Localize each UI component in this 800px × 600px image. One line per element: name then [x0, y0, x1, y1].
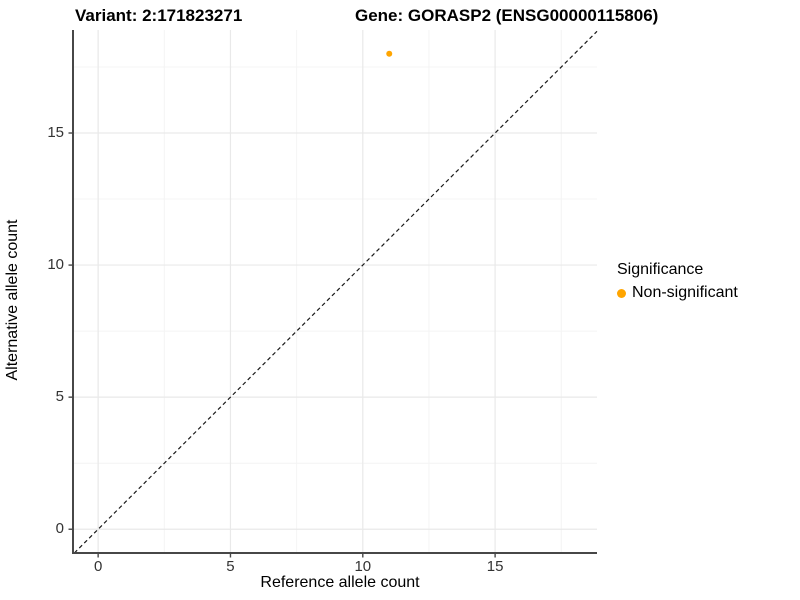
x-tick-label: 15: [486, 558, 504, 575]
identity-line: [73, 30, 598, 554]
x-axis-title: Reference allele count: [260, 574, 420, 591]
plot-title-variant: Variant: 2:171823271: [75, 6, 243, 25]
y-tick-label: 15: [47, 124, 64, 141]
data-point: [386, 50, 393, 57]
y-tick-label: 10: [47, 256, 64, 274]
y-tick-label: 0: [55, 520, 64, 538]
plot-title-gene: Gene: GORASP2 (ENSG00000115806): [355, 6, 659, 25]
legend-point-icon: [617, 288, 626, 298]
x-tick-label: 0: [93, 558, 103, 575]
x-tick-label: 5: [226, 558, 235, 575]
legend-item-label: Non-significant: [632, 284, 738, 301]
y-axis-title: Alternative allele count: [4, 219, 21, 381]
legend: Significance Non-significant: [617, 261, 738, 302]
legend-item-non-significant: Non-significant: [617, 284, 738, 302]
legend-title: Significance: [617, 261, 704, 278]
x-tick-label: 10: [354, 558, 372, 575]
y-tick-label: 5: [55, 388, 64, 406]
